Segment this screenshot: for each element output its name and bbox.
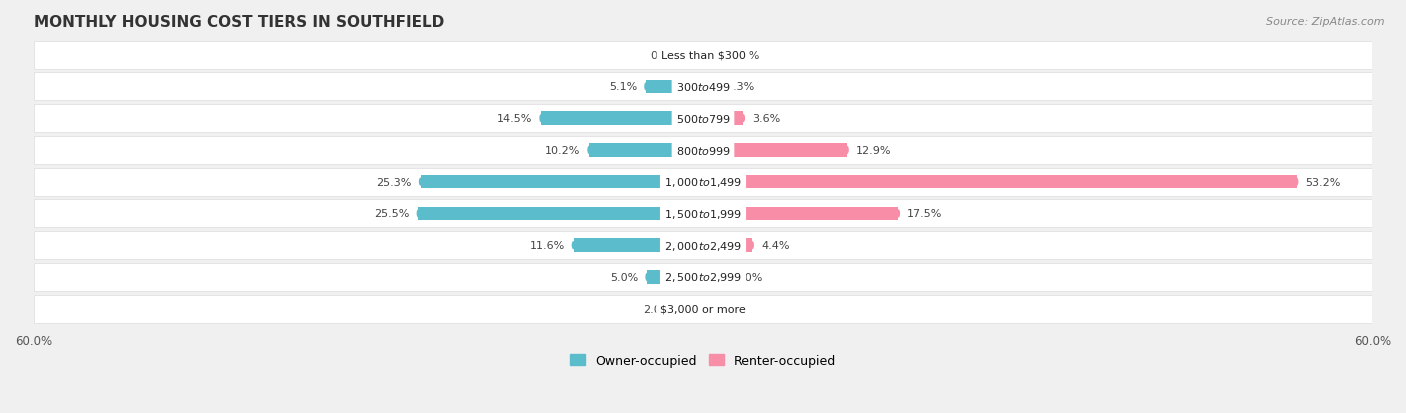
Text: 5.0%: 5.0% [610,272,638,282]
Bar [647,81,703,94]
Bar [703,49,723,62]
Bar [681,302,703,316]
Text: 0.79%: 0.79% [650,50,685,60]
Circle shape [1295,179,1298,185]
FancyBboxPatch shape [34,168,1372,196]
FancyBboxPatch shape [34,73,1372,101]
Text: 0.17%: 0.17% [714,304,749,314]
Circle shape [693,52,696,59]
Text: 4.4%: 4.4% [761,241,790,251]
Text: 1.8%: 1.8% [733,50,761,60]
FancyBboxPatch shape [34,232,1372,259]
Bar [695,49,703,62]
Text: $1,500 to $1,999: $1,500 to $1,999 [664,207,742,221]
Circle shape [742,116,744,122]
FancyBboxPatch shape [34,295,1372,323]
FancyBboxPatch shape [34,200,1372,228]
Bar [419,207,703,221]
Text: Source: ZipAtlas.com: Source: ZipAtlas.com [1267,17,1385,26]
Text: $3,000 or more: $3,000 or more [661,304,745,314]
FancyBboxPatch shape [34,105,1372,133]
Circle shape [588,147,591,154]
Circle shape [751,242,754,249]
Circle shape [846,147,848,154]
Bar [703,239,752,252]
Text: 53.2%: 53.2% [1306,177,1341,187]
FancyBboxPatch shape [34,263,1372,291]
Text: 2.0%: 2.0% [734,272,762,282]
Circle shape [540,116,543,122]
Circle shape [645,274,648,280]
Bar [703,81,717,94]
Text: 10.2%: 10.2% [546,145,581,156]
Circle shape [572,242,575,249]
Circle shape [419,179,422,185]
Text: 12.9%: 12.9% [856,145,891,156]
Text: 1.3%: 1.3% [727,82,755,92]
Bar [420,176,703,189]
Text: Less than $300: Less than $300 [661,50,745,60]
Circle shape [645,84,647,90]
Bar [647,271,703,284]
FancyBboxPatch shape [34,137,1372,164]
Bar [703,112,744,126]
Text: $500 to $799: $500 to $799 [675,113,731,125]
Bar [703,207,898,221]
Text: 3.6%: 3.6% [752,114,780,124]
Text: 5.1%: 5.1% [609,82,637,92]
Text: 25.3%: 25.3% [377,177,412,187]
Circle shape [724,274,727,280]
Text: 2.0%: 2.0% [644,304,672,314]
FancyBboxPatch shape [34,41,1372,69]
Circle shape [721,52,724,59]
Bar [541,112,703,126]
Text: MONTHLY HOUSING COST TIERS IN SOUTHFIELD: MONTHLY HOUSING COST TIERS IN SOUTHFIELD [34,15,444,30]
Text: $2,000 to $2,499: $2,000 to $2,499 [664,239,742,252]
Bar [574,239,703,252]
Bar [703,302,704,316]
Circle shape [716,84,718,90]
Circle shape [679,306,682,312]
Text: 11.6%: 11.6% [530,241,565,251]
Text: $300 to $499: $300 to $499 [675,81,731,93]
Text: $1,000 to $1,499: $1,000 to $1,499 [664,176,742,189]
Circle shape [704,306,706,312]
Bar [703,144,846,157]
Text: 14.5%: 14.5% [496,114,533,124]
Text: 17.5%: 17.5% [907,209,942,219]
Bar [589,144,703,157]
Circle shape [418,211,419,217]
Legend: Owner-occupied, Renter-occupied: Owner-occupied, Renter-occupied [565,349,841,372]
Circle shape [897,211,900,217]
Text: $2,500 to $2,999: $2,500 to $2,999 [664,271,742,284]
Text: 25.5%: 25.5% [374,209,409,219]
Bar [703,176,1296,189]
Bar [703,271,725,284]
Text: $800 to $999: $800 to $999 [675,145,731,157]
